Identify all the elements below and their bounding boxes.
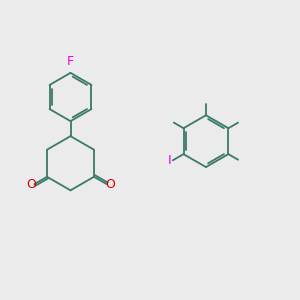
Text: O: O [26,178,36,191]
Text: O: O [105,178,115,191]
Text: I: I [168,154,171,167]
Text: F: F [67,56,74,68]
